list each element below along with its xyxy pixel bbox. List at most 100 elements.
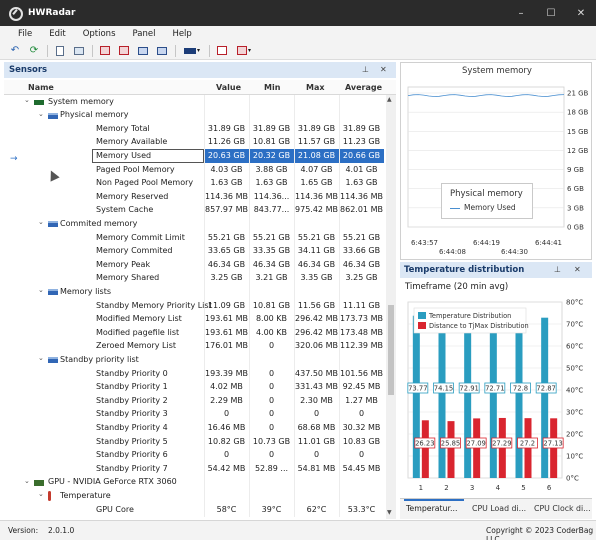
column-min[interactable]: Min	[264, 83, 281, 92]
minimize-button[interactable]: –	[518, 7, 524, 19]
sensor-min: 10.81 GB	[252, 300, 291, 310]
temperature-title: Temperature distribution	[404, 265, 525, 275]
sensor-max: 296.42 MB	[295, 314, 338, 324]
expand-chevron-icon[interactable]: ⌄	[24, 476, 30, 485]
table-row[interactable]: Memory Commited 33.65 GB 33.35 GB 34.11 GB 3…	[4, 244, 384, 259]
table-row[interactable]: Memory Peak 46.34 GB 46.34 GB 46.34 GB 46.34…	[4, 258, 384, 272]
data-label: 26.23	[415, 440, 434, 448]
tree-group-row[interactable]: ⌄ GPU - NVIDIA GeForce RTX 3060	[4, 475, 384, 490]
menu-panel[interactable]: Panel	[132, 29, 156, 39]
column-max[interactable]: Max	[306, 83, 325, 92]
close-button[interactable]: ✕	[576, 7, 586, 19]
table-row[interactable]: Standby Priority 0 193.39 MB 0 437.50 MB 101…	[4, 367, 384, 381]
html-export-icon[interactable]	[117, 44, 131, 58]
sensor-max: 331.43 MB	[295, 382, 338, 392]
sensor-avg: 53.3°C	[347, 504, 376, 514]
document-icon[interactable]	[53, 44, 67, 58]
table-row[interactable]: Standby Priority 4 16.46 MB 0 68.68 MB 30.32…	[4, 421, 384, 435]
table-row[interactable]: Standby Priority 6 0 0 0 0	[4, 448, 384, 463]
table-row[interactable]: Paged Pool Memory 4.03 GB 3.88 GB 4.07 GB 4.…	[4, 163, 384, 177]
expand-chevron-icon[interactable]: ⌄	[38, 109, 44, 118]
table-row[interactable]: Standby Priority 2 2.29 MB 0 2.30 MB 1.27 MB	[4, 394, 384, 408]
menu-help[interactable]: Help	[172, 29, 192, 39]
selection-focus-box	[92, 149, 204, 163]
table-row[interactable]: Standby Priority 3 0 0 0 0	[4, 407, 384, 422]
temperature-close-icon[interactable]: ✕	[574, 265, 581, 274]
window-layout-icon[interactable]	[215, 44, 229, 58]
panel-close-icon[interactable]: ✕	[380, 65, 387, 74]
table-row[interactable]: Standby Memory Priority List 11.09 GB 10.8…	[4, 299, 384, 313]
version-label: Version:	[8, 526, 39, 535]
table-row[interactable]: Standby Priority 1 4.02 MB 0 331.43 MB 92.45…	[4, 380, 384, 395]
sensor-max: 11.57 GB	[297, 137, 336, 147]
menu-file[interactable]: File	[18, 29, 33, 39]
scroll-up-icon[interactable]: ▲	[387, 96, 392, 103]
sensor-name: GPU Core	[96, 504, 134, 514]
expand-chevron-icon[interactable]: ⌄	[38, 286, 44, 295]
sensor-name: Memory Shared	[96, 273, 160, 283]
y-tick-label: 40°C	[566, 387, 583, 395]
sensor-value: 0	[223, 450, 230, 460]
maximize-button[interactable]: ☐	[546, 7, 556, 19]
tree-group-row[interactable]: ⌄ Temperature	[4, 489, 384, 503]
pin-icon[interactable]: ⊥	[362, 65, 369, 74]
sensor-tree-grid[interactable]: ⌄ System memory ⌄ Physical memory Memory Tot…	[4, 95, 384, 519]
sensor-value: 193.61 MB	[205, 314, 248, 324]
table-row[interactable]: Memory Shared 3.25 GB 3.21 GB 3.35 GB 3.25 G…	[4, 271, 384, 286]
tab-temperature[interactable]: Temperatur...	[406, 504, 458, 513]
table-row[interactable]: Zeroed Memory List 176.01 MB 0 320.06 MB 112…	[4, 339, 384, 354]
table-row[interactable]: Memory Available 11.26 GB 10.81 GB 11.57 GB…	[4, 135, 384, 150]
table-row[interactable]: Memory Reserved 114.36 MB 114.36... 114.36 …	[4, 190, 384, 204]
expand-chevron-icon[interactable]: ⌄	[38, 354, 44, 363]
table-row[interactable]: Memory Total 31.89 GB 31.89 GB 31.89 GB 31.8…	[4, 122, 384, 136]
table-row[interactable]: Memory Commit Limit 55.21 GB 55.21 GB 55.21…	[4, 231, 384, 245]
expand-chevron-icon[interactable]: ⌄	[38, 490, 44, 499]
scroll-thumb[interactable]	[388, 305, 394, 395]
tree-group-row[interactable]: ⌄ Physical memory	[4, 108, 384, 123]
x-tick-label: 1	[419, 484, 423, 492]
sensor-avg: 92.45 MB	[342, 382, 381, 392]
refresh-icon[interactable]: ⟳	[29, 45, 39, 56]
temperature-panel-body: Timeframe (20 min avg) 80°C 70°C 60°C 50°C 4…	[400, 278, 592, 498]
table-row[interactable]: Modified Memory List 193.61 MB 8.00 KB 296.…	[4, 312, 384, 327]
sensor-scrollbar[interactable]: ▲ ▼	[386, 95, 396, 519]
table-row[interactable]: Modified pagefile list 193.61 MB 4.00 KB 29…	[4, 326, 384, 340]
undo-icon[interactable]: ↶	[10, 45, 20, 56]
xml-export-icon[interactable]	[155, 44, 169, 58]
pdf-export-icon[interactable]	[98, 44, 112, 58]
temperature-pin-icon[interactable]: ⊥	[554, 265, 561, 274]
tab-cpu-clock[interactable]: CPU Clock di...	[534, 504, 591, 513]
tree-group-row[interactable]: ⌄ Memory lists	[4, 285, 384, 299]
expand-chevron-icon[interactable]: ⌄	[38, 218, 44, 227]
table-row[interactable]: Non Paged Pool Memory 1.63 GB 1.63 GB 1.65 …	[4, 176, 384, 191]
tree-group-row[interactable]: ⌄ System memory	[4, 95, 384, 109]
sensor-avg: 10.83 GB	[342, 436, 381, 446]
table-row[interactable]: Memory Used 20.63 GB 20.32 GB 21.08 GB 20.66…	[4, 149, 384, 163]
sensor-name: Memory Used	[96, 150, 152, 160]
menu-edit[interactable]: Edit	[49, 29, 66, 39]
sensor-avg: 114.36 MB	[340, 191, 383, 201]
tab-cpu-load[interactable]: CPU Load di...	[472, 504, 527, 513]
sensor-max: 114.36 MB	[295, 191, 338, 201]
sensors-title: Sensors	[9, 65, 48, 75]
settings-layout-icon[interactable]: ▾	[234, 44, 254, 58]
tree-group-row[interactable]: ⌄ Commited memory	[4, 217, 384, 231]
sensor-avg: 0	[358, 409, 365, 419]
data-label: 72.87	[536, 385, 555, 393]
table-row[interactable]: GPU Core 58°C 39°C 62°C 53.3°C	[4, 503, 384, 517]
expand-chevron-icon[interactable]: ⌄	[24, 96, 30, 104]
column-average[interactable]: Average	[345, 83, 383, 92]
theme-color-icon[interactable]: ▾	[181, 44, 203, 58]
scroll-down-icon[interactable]: ▼	[387, 509, 392, 516]
tree-group-row[interactable]: ⌄ Standby priority list	[4, 353, 384, 367]
image-icon[interactable]	[72, 44, 86, 58]
table-row[interactable]: Standby Priority 5 10.82 GB 10.73 GB 11.01 …	[4, 435, 384, 449]
csv-export-icon[interactable]	[136, 44, 150, 58]
table-row[interactable]: System Cache 857.97 MB 843.77... 975.42 MB 8…	[4, 203, 384, 218]
column-name[interactable]: Name	[28, 83, 54, 92]
column-value[interactable]: Value	[216, 83, 242, 92]
table-row[interactable]: Standby Priority 7 54.42 MB 52.89 ... 54.81…	[4, 462, 384, 476]
menu-options[interactable]: Options	[82, 29, 116, 39]
sensor-value: 54.42 MB	[207, 463, 246, 473]
y-tick-label: 9 GB	[567, 166, 584, 174]
